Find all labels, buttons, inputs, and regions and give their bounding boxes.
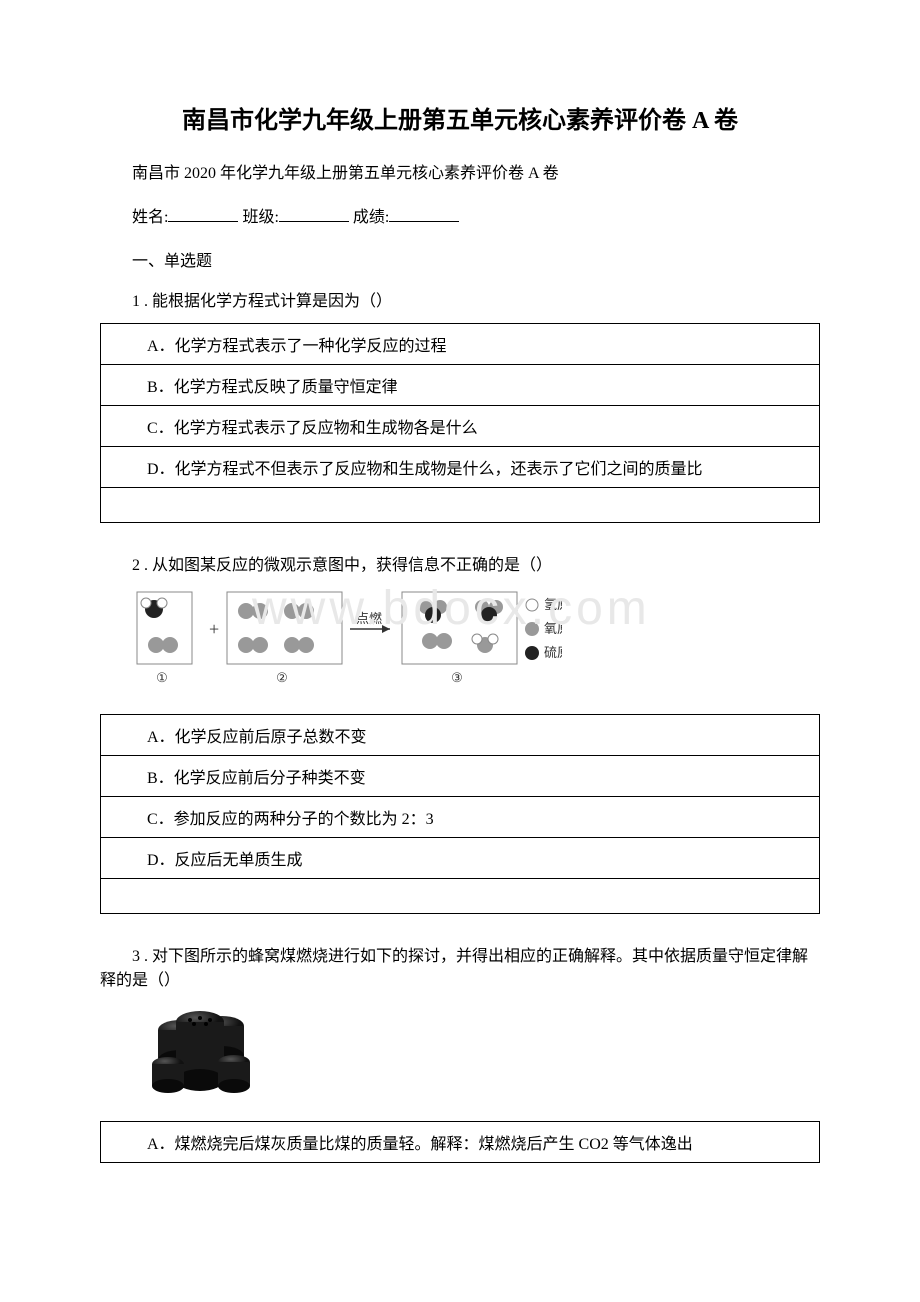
name-blank[interactable] [168, 206, 238, 222]
q2-empty-row [101, 879, 820, 914]
page-title: 南昌市化学九年级上册第五单元核心素养评价卷 A 卷 [100, 100, 820, 135]
reaction-diagram-svg: ① + ② 点燃 [132, 587, 562, 702]
class-blank[interactable] [279, 206, 349, 222]
svg-text:氧原子: 氧原子 [544, 621, 562, 636]
svg-text:硫原子: 硫原子 [544, 645, 562, 660]
score-blank[interactable] [389, 206, 459, 222]
q2-option-d: D．反应后无单质生成 [101, 838, 820, 879]
q3-options-table: A．煤燃烧完后煤灰质量比煤的质量轻。解释：煤燃烧后产生 CO2 等气体逸出 [100, 1121, 820, 1163]
q3-option-a: A．煤燃烧完后煤灰质量比煤的质量轻。解释：煤燃烧后产生 CO2 等气体逸出 [101, 1122, 820, 1163]
name-label: 姓名: [132, 209, 168, 226]
svg-text:氢原子: 氢原子 [544, 597, 562, 612]
q1-option-d: D．化学方程式不但表示了反应物和生成物是什么，还表示了它们之间的质量比 [101, 447, 820, 488]
q1-option-a: A．化学方程式表示了一种化学反应的过程 [101, 324, 820, 365]
q2-diagram: www.bdocx.com ① + ② 点燃 [132, 587, 820, 702]
svg-text:点燃: 点燃 [356, 611, 382, 626]
svg-text:①: ① [156, 670, 168, 685]
section-heading: 一、单选题 [100, 247, 820, 271]
class-label: 班级: [242, 209, 278, 226]
svg-text:+: + [209, 619, 219, 639]
q2-option-c: C．参加反应的两种分子的个数比为 2：3 [101, 797, 820, 838]
question-1: 1 . 能根据化学方程式计算是因为（） [100, 287, 820, 311]
q1-options-table: A．化学方程式表示了一种化学反应的过程 B．化学方程式反映了质量守恒定律 C．化… [100, 323, 820, 523]
q2-option-a: A．化学反应前后原子总数不变 [101, 715, 820, 756]
subtitle: 南昌市 2020 年化学九年级上册第五单元核心素养评价卷 A 卷 [100, 159, 820, 183]
coal-image [132, 1002, 820, 1107]
q1-option-b: B．化学方程式反映了质量守恒定律 [101, 365, 820, 406]
question-3: 3 . 对下图所示的蜂窝煤燃烧进行如下的探讨，并得出相应的正确解释。其中依据质量… [100, 942, 820, 990]
q2-option-b: B．化学反应前后分子种类不变 [101, 756, 820, 797]
svg-text:③: ③ [451, 670, 463, 685]
q1-option-c: C．化学方程式表示了反应物和生成物各是什么 [101, 406, 820, 447]
student-info-line: 姓名: 班级: 成绩: [100, 203, 820, 227]
score-label: 成绩: [353, 209, 389, 226]
q2-options-table: A．化学反应前后原子总数不变 B．化学反应前后分子种类不变 C．参加反应的两种分… [100, 714, 820, 914]
honeycomb-coal-svg [132, 1002, 282, 1102]
q1-empty-row [101, 488, 820, 523]
question-2: 2 . 从如图某反应的微观示意图中，获得信息不正确的是（） [100, 551, 820, 575]
svg-text:②: ② [276, 670, 288, 685]
